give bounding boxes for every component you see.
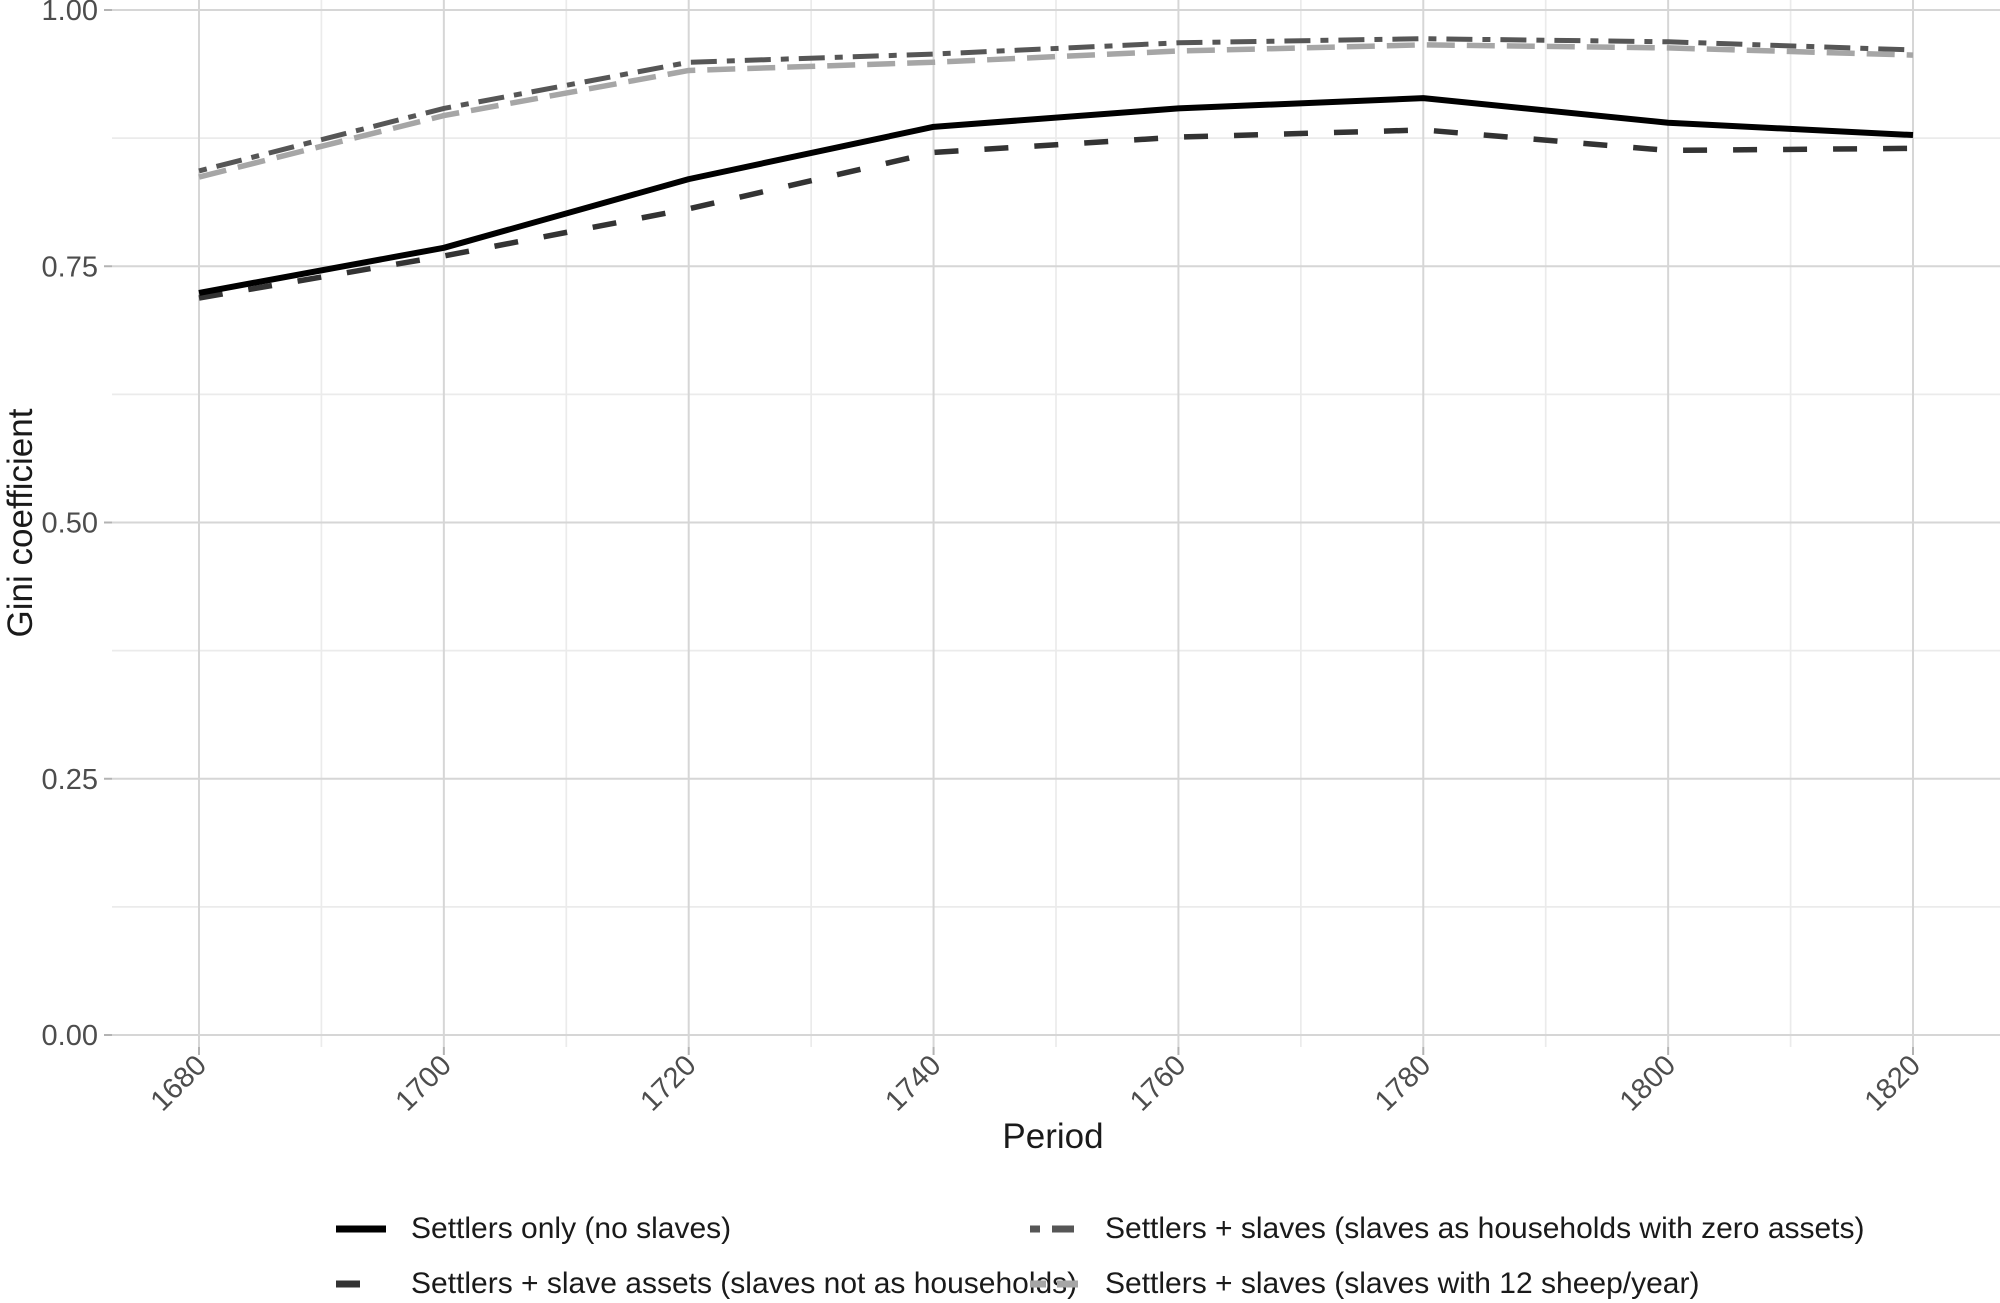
y-axis-tick-labels: 1.00 0.75 0.50 0.25 0.00 (42, 0, 98, 1052)
x-tick-label: 1720 (634, 1049, 702, 1117)
x-tick-label: 1800 (1614, 1049, 1682, 1117)
x-tick-label: 1820 (1859, 1049, 1927, 1117)
x-axis-title: Period (1002, 1117, 1103, 1156)
x-tick-label: 1760 (1124, 1049, 1192, 1117)
y-tick-label: 0.75 (42, 251, 98, 283)
y-tick-label: 0.00 (42, 1020, 98, 1052)
x-axis-tick-labels: 1680 1700 1720 1740 1760 1780 1800 1820 (145, 1049, 1927, 1117)
axis-tick-marks (104, 9, 1914, 1055)
x-tick-label: 1700 (390, 1049, 458, 1117)
y-tick-label: 0.25 (42, 764, 98, 796)
series-lines (198, 36, 1914, 301)
x-tick-label: 1740 (879, 1049, 947, 1117)
series-line-slave-assets (198, 127, 1914, 301)
y-axis-title: Gini coefficient (1, 408, 40, 637)
x-tick-label: 1680 (145, 1049, 213, 1117)
x-tick-label: 1780 (1369, 1049, 1437, 1117)
y-tick-label: 1.00 (42, 0, 98, 27)
series-line-zero-assets (198, 36, 1914, 174)
y-tick-label: 0.50 (42, 508, 98, 540)
series-line-sheep-12 (198, 42, 1914, 180)
series-line-settlers-only (198, 95, 1914, 296)
